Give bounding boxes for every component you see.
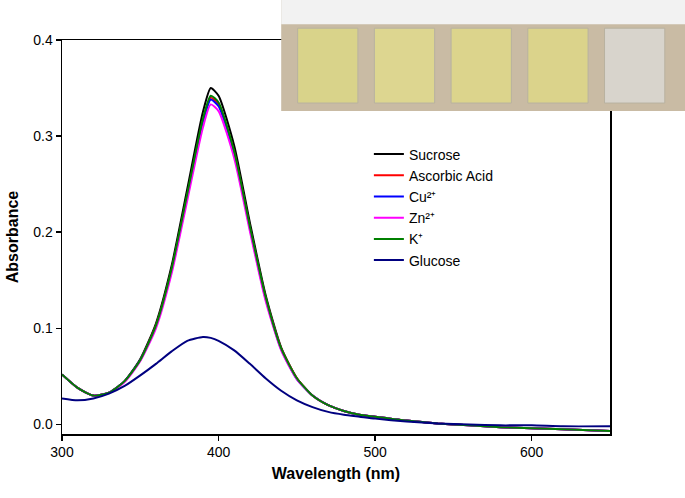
svg-text:Absorbance: Absorbance — [4, 191, 21, 284]
svg-text:0.3: 0.3 — [33, 128, 53, 144]
svg-text:600: 600 — [520, 444, 544, 460]
svg-text:400: 400 — [207, 444, 231, 460]
svg-text:0.4: 0.4 — [33, 32, 53, 48]
svg-text:Glucose: Glucose — [409, 253, 461, 269]
svg-text:Cu²⁺: Cu²⁺ — [409, 189, 437, 205]
svg-text:Ascorbic Acid: Ascorbic Acid — [409, 168, 493, 184]
svg-text:500: 500 — [363, 444, 387, 460]
svg-text:K⁺: K⁺ — [409, 231, 423, 247]
svg-text:300: 300 — [50, 444, 74, 460]
svg-text:0.2: 0.2 — [33, 224, 53, 240]
svg-text:0.0: 0.0 — [33, 416, 53, 432]
svg-text:0.1: 0.1 — [33, 320, 53, 336]
svg-text:Zn²⁺: Zn²⁺ — [409, 210, 435, 226]
svg-text:Sucrose: Sucrose — [409, 147, 461, 163]
svg-text:Wavelength (nm): Wavelength (nm) — [272, 465, 400, 482]
